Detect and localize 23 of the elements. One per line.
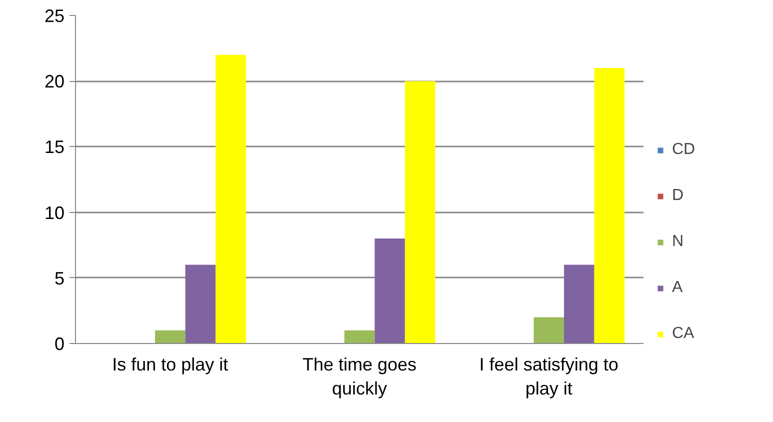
y-tick-label: 0: [54, 334, 65, 354]
y-tick-label: 10: [44, 202, 65, 223]
y-tick-label: 25: [44, 6, 65, 26]
x-tick-label: I feel satisfying to play it: [479, 354, 618, 398]
bar: [185, 264, 216, 344]
legend-label: CD: [672, 141, 696, 159]
x-tick-label: Is fun to play it: [112, 354, 228, 374]
legend-label: CA: [672, 325, 694, 343]
legend-label: N: [672, 233, 685, 251]
bar: [564, 264, 594, 344]
y-tick-label: 15: [44, 137, 65, 158]
bar: [344, 330, 375, 344]
bar: [534, 317, 564, 344]
bar: [216, 54, 246, 344]
bar: [404, 81, 436, 344]
legend-label: D: [672, 187, 685, 205]
y-tick-label: 20: [44, 72, 65, 92]
bar: [374, 238, 405, 344]
x-tick-label: The time goes quickly: [302, 354, 417, 398]
y-tick-label: 5: [54, 268, 65, 288]
bar: [594, 68, 625, 344]
bar: [155, 330, 186, 344]
legend-label: A: [672, 279, 684, 297]
